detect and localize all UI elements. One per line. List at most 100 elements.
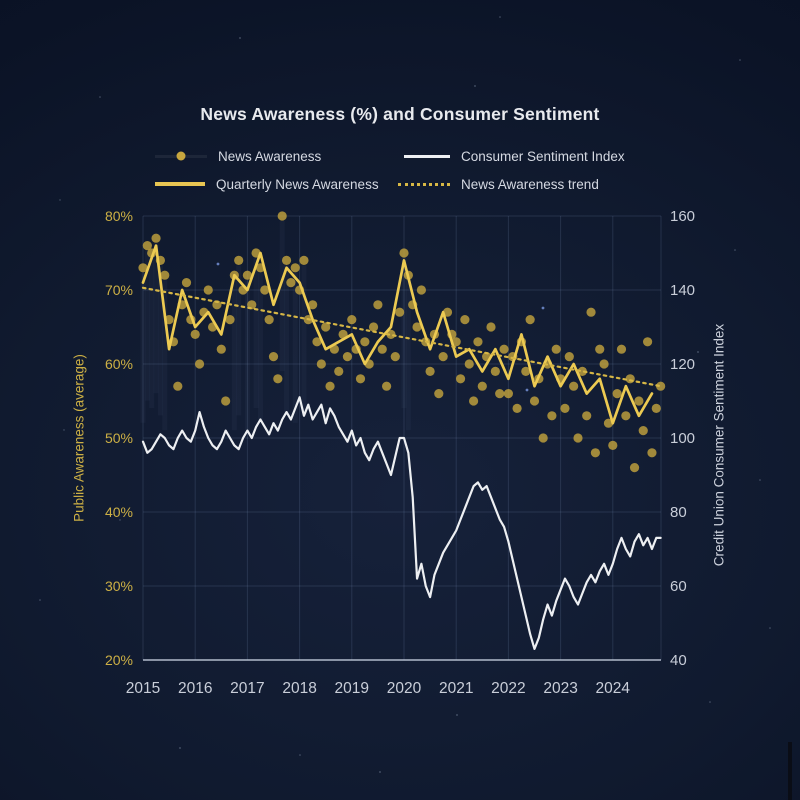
scatter-point [477, 381, 487, 391]
scatter-point [503, 389, 513, 399]
legend-label: Quarterly News Awareness [216, 176, 379, 192]
scatter-point [377, 344, 387, 354]
star-icon [697, 351, 699, 353]
star-icon [499, 16, 501, 18]
scatter-point [390, 352, 400, 362]
scatter-point [599, 359, 609, 369]
scatter-point [373, 300, 383, 310]
star-icon [456, 714, 458, 716]
scatter-point [399, 248, 409, 258]
y-right-tick-label: 160 [670, 208, 695, 225]
scatter-point [234, 255, 244, 265]
star-icon [39, 599, 41, 601]
x-tick-label: 2023 [543, 680, 577, 697]
scatter-point [181, 278, 192, 288]
scatter-point [608, 440, 618, 450]
scatter-point [142, 241, 152, 251]
scatter-point [551, 344, 561, 354]
star-icon [769, 627, 771, 629]
y-left-tick-label: 80% [105, 208, 133, 224]
scatter-point [499, 344, 509, 354]
chart-title: News Awareness (%) and Consumer Sentimen… [200, 104, 600, 124]
glow-streak [284, 265, 290, 416]
glow-streak [279, 221, 285, 371]
scatter-point [203, 285, 213, 295]
glow-streak [301, 265, 307, 416]
scatter-point [386, 329, 396, 339]
y-left-tick-label: 70% [105, 282, 133, 298]
scatter-point [529, 396, 540, 406]
scatter-point [495, 389, 505, 399]
gold-dot-icon [176, 151, 186, 161]
scatter-point [216, 344, 226, 354]
glow-streak [157, 265, 163, 416]
trend-line [141, 286, 662, 388]
scatter-point [577, 366, 587, 376]
scatter-point [564, 352, 574, 362]
x-tick-label: 2017 [230, 680, 264, 697]
scatter-point [486, 322, 496, 332]
glow-streak [292, 272, 298, 423]
scatter-point [242, 270, 252, 280]
star-icon [99, 96, 101, 98]
x-tick-label: 2018 [282, 680, 316, 697]
scatter-point [290, 263, 300, 273]
scatter-point [473, 337, 483, 347]
scatter-point [434, 389, 444, 399]
star-icon [759, 479, 761, 481]
star-icon [119, 519, 121, 521]
legend-label: News Awareness [218, 148, 322, 164]
star-icon [379, 771, 381, 773]
scatter-point [312, 337, 322, 347]
scatter-point [264, 315, 274, 325]
scatter-point [194, 359, 205, 369]
legend-item-news-awareness: News Awareness [155, 146, 321, 166]
scatter-point [381, 381, 392, 391]
scatter-point [160, 270, 170, 280]
scatter-point [595, 344, 605, 354]
star-icon [525, 388, 529, 392]
scatter-point [616, 344, 627, 354]
glow-streak [149, 258, 155, 408]
scatter-point [590, 448, 600, 458]
legend-label: News Awareness trend [461, 176, 599, 192]
scatter-point [347, 315, 357, 325]
scatter-point [360, 337, 370, 347]
x-tick-label: 2019 [335, 680, 369, 697]
scatter-point [342, 352, 353, 362]
scatter-point [138, 263, 148, 273]
y-right-tick-label: 140 [670, 282, 695, 299]
y-right-tick-label: 100 [670, 430, 695, 447]
scatter-point [416, 285, 426, 295]
y-right-tick-label: 60 [670, 578, 687, 595]
legend-label: Consumer Sentiment Index [461, 148, 625, 164]
screen-edge-bar [788, 742, 792, 800]
x-tick-label: 2020 [387, 680, 422, 697]
glow-streak [253, 258, 259, 408]
scatter-point [260, 285, 270, 295]
y-right-tick-label: 120 [670, 356, 695, 373]
scatter-point [438, 352, 448, 362]
news-awareness-marker-icon [155, 151, 207, 161]
scatter-point [212, 300, 222, 310]
scatter-point [625, 374, 635, 384]
legend-item-trend: News Awareness trend [398, 174, 599, 194]
scatter-point [460, 315, 470, 325]
star-icon [734, 249, 736, 251]
glow-streak [162, 280, 168, 431]
scatter-point [512, 403, 522, 413]
star-icon [179, 747, 181, 749]
scatter-point [395, 307, 405, 317]
quarterly-line [141, 244, 654, 425]
scatter-point [582, 411, 592, 421]
legend-item-sentiment: Consumer Sentiment Index [404, 146, 625, 166]
star-icon [474, 85, 476, 87]
scatter-point [621, 411, 631, 421]
white-line-marker-icon [404, 154, 450, 158]
scatter-point [468, 396, 479, 406]
scatter-point [277, 211, 287, 221]
scatter-point [569, 381, 579, 391]
scatter-point [634, 396, 644, 406]
glow-streak [257, 272, 263, 423]
x-tick-label: 2024 [596, 680, 631, 697]
